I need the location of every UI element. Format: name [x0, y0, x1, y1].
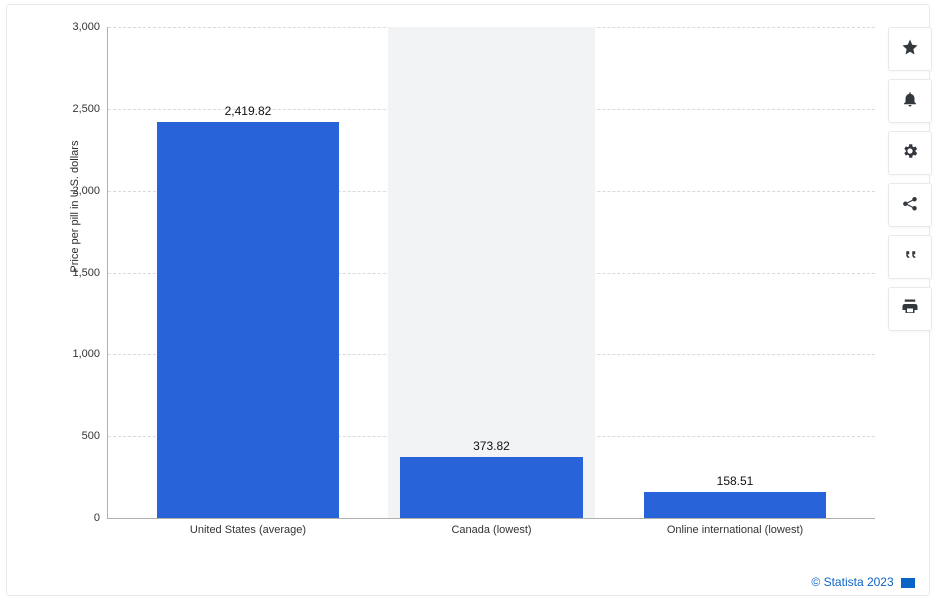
chart-card: Price per pill in U.S. dollars 05001,000…	[6, 4, 930, 596]
chart-plot: 05001,0001,5002,0002,5003,0002,419.82Uni…	[107, 27, 875, 519]
bar-value-label: 2,419.82	[225, 104, 272, 118]
share-button[interactable]	[888, 183, 932, 227]
quote-icon	[901, 246, 919, 269]
x-tick-label: Canada (lowest)	[451, 524, 531, 536]
y-axis-title: Price per pill in U.S. dollars	[69, 141, 81, 273]
bar[interactable]: 2,419.82	[157, 122, 339, 518]
x-tick-label: Online international (lowest)	[667, 524, 803, 536]
attribution-link[interactable]: © Statista 2023	[811, 575, 893, 589]
attribution: © Statista 2023	[811, 575, 915, 589]
share-icon	[901, 194, 919, 217]
y-tick-label: 500	[82, 430, 100, 442]
y-tick-label: 2,500	[72, 103, 100, 115]
print-button[interactable]	[888, 287, 932, 331]
y-tick-label: 2,000	[72, 185, 100, 197]
x-tick-label: United States (average)	[190, 524, 306, 536]
bar-slot: 373.82	[388, 27, 595, 518]
bar-value-label: 373.82	[473, 439, 510, 453]
chart-area: Price per pill in U.S. dollars 05001,000…	[55, 27, 875, 547]
print-icon	[901, 298, 919, 321]
cite-button[interactable]	[888, 235, 932, 279]
bell-icon	[901, 90, 919, 113]
y-tick-label: 1,500	[72, 267, 100, 279]
y-tick-label: 0	[94, 512, 100, 524]
bar[interactable]: 158.51	[644, 492, 826, 518]
bar-slot: 2,419.82	[144, 27, 351, 518]
alerts-button[interactable]	[888, 79, 932, 123]
favorite-button[interactable]	[888, 27, 932, 71]
gear-icon	[901, 142, 919, 165]
bar-value-label: 158.51	[717, 474, 754, 488]
settings-button[interactable]	[888, 131, 932, 175]
flag-icon	[901, 578, 915, 588]
y-tick-label: 1,000	[72, 348, 100, 360]
chart-toolbar	[888, 27, 932, 339]
star-icon	[901, 38, 919, 61]
bar[interactable]: 373.82	[400, 457, 582, 518]
y-tick-label: 3,000	[72, 21, 100, 33]
bar-slot: 158.51	[631, 27, 838, 518]
